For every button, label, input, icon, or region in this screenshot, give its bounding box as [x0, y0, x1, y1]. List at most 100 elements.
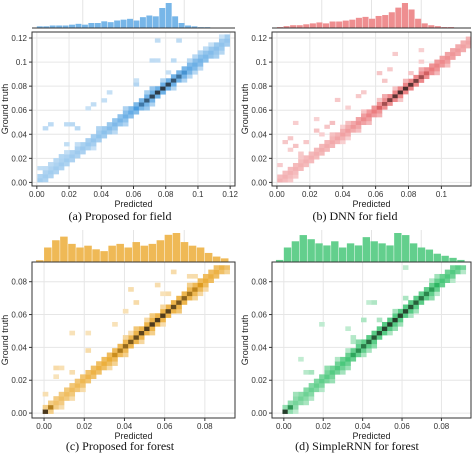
heatmap-cell — [128, 343, 134, 349]
heatmap-cell — [303, 163, 309, 168]
heatmap-cell — [138, 339, 145, 345]
marginal-bar — [75, 23, 82, 28]
heatmap-cell — [361, 113, 367, 118]
heatmap-cell — [192, 54, 198, 59]
heatmap-cell — [418, 291, 425, 297]
heatmap-cell — [434, 63, 440, 68]
heatmap-cell — [90, 102, 97, 107]
heatmap-cell — [460, 269, 467, 275]
heatmap-cell — [434, 59, 440, 64]
marginal-bar — [315, 243, 323, 262]
y-tick-label: 0.1 — [256, 58, 268, 67]
heatmap-cell — [117, 122, 124, 127]
y-tick-label: 0.06 — [251, 106, 267, 115]
marginal-bar — [164, 234, 173, 262]
heatmap-cell — [96, 134, 102, 139]
heatmap-cell — [117, 348, 124, 353]
heatmap-cell — [53, 396, 60, 401]
heatmap-cell — [319, 383, 325, 388]
heatmap-cell — [282, 170, 289, 175]
heatmap-cell — [133, 102, 140, 107]
heatmap-cell — [218, 46, 225, 51]
marginal-bar — [378, 243, 386, 262]
marginal-bar — [441, 255, 449, 262]
heatmap-cell — [350, 339, 357, 345]
heatmap-cell — [392, 321, 398, 327]
marginal-bar — [69, 24, 75, 28]
heatmap-cell — [160, 304, 166, 310]
heatmap-cell — [429, 63, 435, 68]
heatmap-cell — [42, 409, 49, 414]
heatmap-cell — [64, 142, 70, 147]
heatmap-cell — [361, 90, 367, 95]
heatmap-cell — [429, 287, 435, 292]
heatmap-cell — [117, 352, 124, 358]
heatmap-cell — [106, 130, 113, 135]
heatmap-cell — [80, 150, 86, 155]
heatmap-cell — [303, 140, 309, 145]
marginal-bar — [457, 259, 465, 262]
heatmap-cell — [37, 166, 43, 171]
marginal-bar — [107, 22, 114, 28]
heatmap-cell — [287, 178, 294, 183]
heatmap-cell — [450, 273, 456, 279]
marginal-bar — [322, 23, 330, 28]
heatmap-cell — [181, 291, 188, 297]
heatmap-cell — [455, 265, 461, 270]
heatmap-cell — [282, 140, 289, 145]
heatmap-cell — [387, 330, 393, 336]
heatmap-cell — [154, 94, 161, 99]
heatmap-cell — [69, 122, 76, 127]
y-tick-label: 0.00 — [11, 178, 27, 187]
heatmap-cell — [387, 321, 393, 327]
heatmap-cell — [450, 51, 456, 57]
heatmap-cell — [434, 282, 440, 288]
heatmap-cell — [149, 330, 156, 336]
heatmap-cell — [96, 130, 102, 135]
heatmap-cell — [208, 46, 214, 51]
heatmap-cell — [69, 383, 76, 388]
heatmap-cell — [218, 42, 225, 47]
marginal-bar — [133, 20, 140, 28]
x-tick-label: 0.06 — [394, 422, 410, 431]
heatmap-cell — [444, 63, 451, 68]
heatmap-cell — [392, 86, 398, 91]
marginal-bar — [188, 245, 197, 262]
heatmap-cell — [80, 383, 86, 388]
y-tick-label: 0.08 — [11, 278, 27, 287]
marginal-bar — [408, 9, 415, 28]
heatmap-cell — [408, 71, 414, 76]
heatmap-cell — [334, 365, 341, 371]
heatmap-cell — [355, 94, 362, 99]
heatmap-cell — [444, 59, 451, 64]
y-tick-label: 0.06 — [251, 311, 267, 320]
heatmap-cell — [298, 391, 304, 397]
heatmap-cell — [208, 269, 214, 275]
heatmap-cell — [165, 78, 172, 83]
heatmap-cell — [64, 158, 70, 163]
heatmap-cell — [381, 78, 388, 83]
marginal-bar — [196, 247, 205, 262]
heatmap-cell — [334, 369, 341, 375]
x-tick-label: 0.02 — [302, 190, 318, 199]
heatmap-cell — [465, 44, 472, 49]
heatmap-cell — [101, 134, 108, 139]
marginal-bar — [401, 3, 409, 28]
heatmap-cell — [340, 128, 346, 133]
heatmap-cell — [170, 78, 177, 83]
heatmap-cell — [144, 330, 150, 336]
heatmap-cell — [122, 343, 129, 349]
heatmap-cell — [186, 295, 193, 301]
heatmap-cell — [376, 317, 383, 323]
heatmap-cell — [64, 122, 70, 127]
heatmap-cell — [213, 269, 220, 275]
heatmap-cell — [192, 273, 198, 279]
heatmap-cell — [340, 140, 346, 145]
heatmap-cell — [381, 97, 388, 103]
heatmap-cell — [85, 374, 92, 380]
x-tick-label: 0.06 — [368, 190, 384, 199]
heatmap-cell — [371, 300, 378, 305]
heatmap-cell — [423, 74, 430, 80]
heatmap-cell — [366, 120, 372, 126]
heatmap-cell — [298, 151, 304, 156]
